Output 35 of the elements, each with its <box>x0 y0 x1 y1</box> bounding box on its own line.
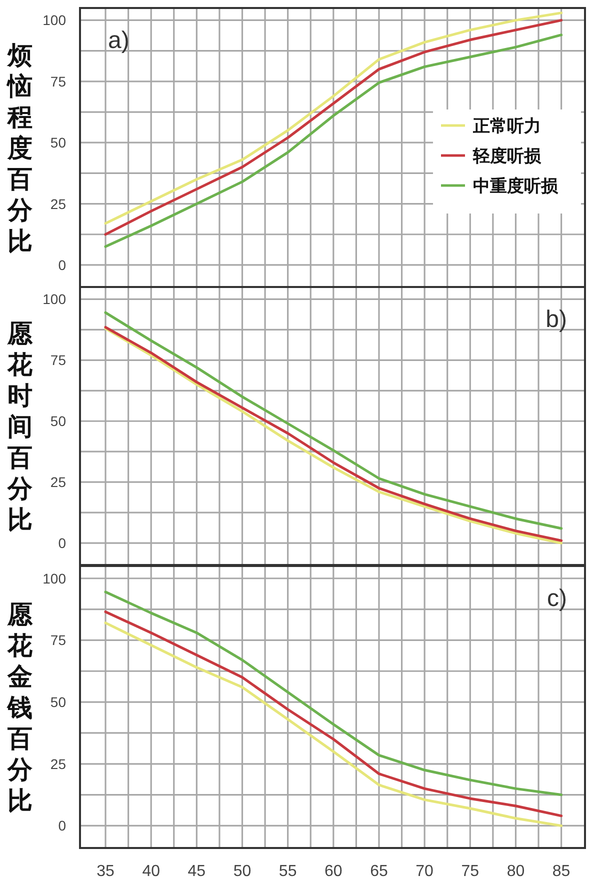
legend-label: 中重度听损 <box>473 176 559 196</box>
x-tick-label: 40 <box>142 863 160 880</box>
y-tick-label: 100 <box>42 291 66 308</box>
x-tick-label: 80 <box>506 863 525 880</box>
annotation: c) <box>547 585 567 612</box>
y-tick-label: 75 <box>50 352 66 368</box>
y-tick-label: 25 <box>50 196 66 212</box>
annotation: a) <box>108 27 130 54</box>
y-axis-title: 烦恼程度百分比 <box>6 42 34 256</box>
y-tick-label: 0 <box>58 256 66 273</box>
legend-label: 正常听力 <box>472 116 541 136</box>
x-tick-label: 85 <box>552 863 570 880</box>
x-tick-label: 45 <box>188 863 206 880</box>
y-tick-label: 50 <box>50 413 66 430</box>
x-tick-label: 55 <box>278 863 297 880</box>
y-tick-label: 50 <box>50 694 66 710</box>
y-tick-label: 0 <box>58 535 66 552</box>
y-tick-label: 25 <box>50 474 66 490</box>
y-tick-label: 100 <box>42 12 66 28</box>
legend-label: 轻度听损 <box>472 146 542 166</box>
y-tick-label: 75 <box>50 73 66 90</box>
x-tick-label: 50 <box>233 863 252 880</box>
y-axis-title: 愿花金钱百分比 <box>6 601 34 815</box>
y-tick-label: 25 <box>50 756 66 772</box>
x-tick-label: 75 <box>461 863 480 880</box>
x-tick-label: 65 <box>370 863 388 880</box>
y-tick-label: 100 <box>42 570 66 586</box>
annotation: b) <box>546 306 567 333</box>
y-tick-label: 75 <box>50 632 66 648</box>
x-tick-label: 70 <box>416 863 434 880</box>
y-tick-label: 0 <box>58 818 66 834</box>
x-tick-label: 35 <box>96 863 115 880</box>
y-axis-title: 愿花时间百分比 <box>6 320 34 534</box>
x-tick-label: 60 <box>324 863 342 880</box>
y-tick-label: 50 <box>50 134 66 151</box>
